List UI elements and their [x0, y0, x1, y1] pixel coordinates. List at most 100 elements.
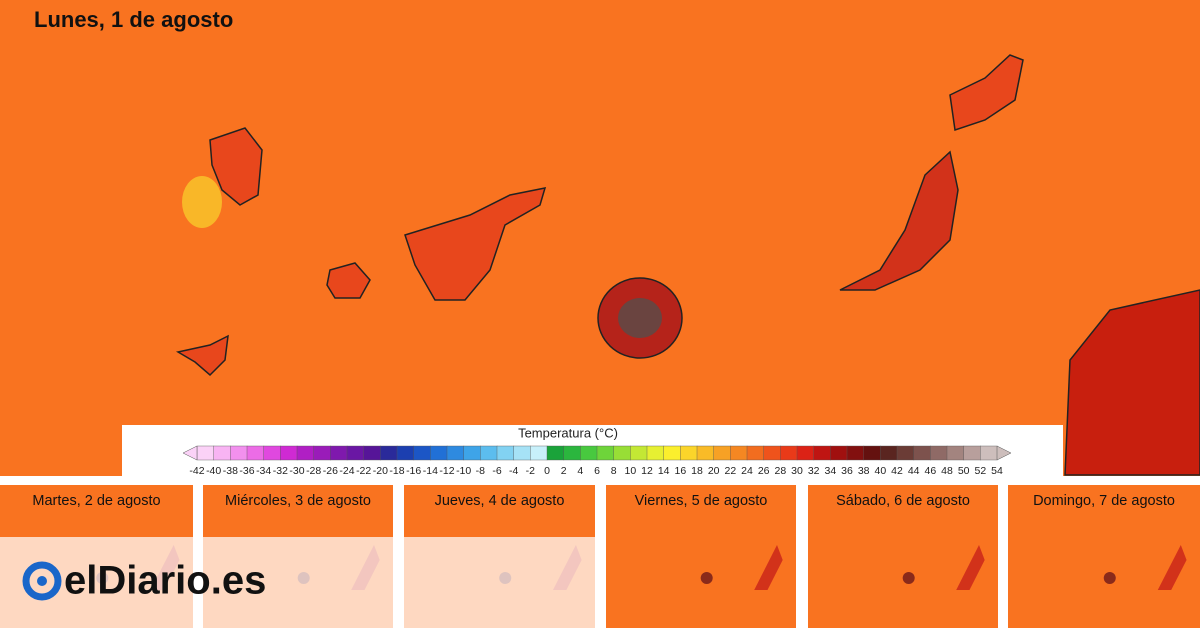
- legend-bin: [730, 445, 748, 461]
- legend-bin: [530, 445, 548, 461]
- legend-bin: [330, 445, 348, 461]
- legend-tick-label: 40: [874, 465, 886, 477]
- island: [209, 127, 263, 206]
- legend-tick-label: 42: [891, 465, 903, 477]
- legend-tick-label: 46: [924, 465, 936, 477]
- legend-bin: [413, 445, 431, 461]
- legend-bin: [430, 445, 448, 461]
- day-label: Domingo, 7 de agosto: [1033, 493, 1175, 509]
- legend-bin: [296, 445, 315, 461]
- legend-tick-label: -38: [223, 465, 238, 477]
- brand-name: elDiario.es: [64, 559, 266, 603]
- legend-tick-label: 22: [724, 465, 736, 477]
- day-label: Miércoles, 3 de agosto: [225, 493, 371, 509]
- day-label: Martes, 2 de agosto: [32, 493, 160, 509]
- legend-tick-label: 20: [708, 465, 720, 477]
- legend-end: [996, 445, 1012, 461]
- legend-tick-label: -28: [306, 465, 321, 477]
- legend-bin: [463, 445, 481, 461]
- legend-bin: [396, 445, 415, 461]
- legend-tick-label: -26: [323, 465, 338, 477]
- legend-bin: [813, 445, 831, 461]
- legend-bin: [613, 445, 631, 461]
- legend-tick-label: 26: [758, 465, 770, 477]
- legend-bin: [596, 445, 615, 461]
- day-label: Viernes, 5 de agosto: [635, 493, 768, 509]
- legend-tick-label: -8: [476, 465, 485, 477]
- legend-tick-label: 52: [974, 465, 986, 477]
- legend-bin: [780, 445, 798, 461]
- island: [839, 150, 959, 291]
- legend-bin: [796, 445, 815, 461]
- island: [949, 54, 1024, 131]
- legend-bin: [663, 445, 681, 461]
- legend-bin: [363, 445, 381, 461]
- legend-bin: [446, 445, 465, 461]
- legend-bin: [196, 445, 215, 461]
- legend-tick-label: 54: [991, 465, 1003, 477]
- legend-tick-label: 18: [691, 465, 703, 477]
- legend-tick-label: 4: [577, 465, 583, 477]
- legend-bin: [946, 445, 965, 461]
- legend-bin: [380, 445, 398, 461]
- legend-tick-label: -12: [439, 465, 454, 477]
- legend-bin: [213, 445, 231, 461]
- legend-tick-label: 24: [741, 465, 753, 477]
- legend-bin: [696, 445, 715, 461]
- coast: [1064, 289, 1200, 476]
- legend-tick-label: -34: [256, 465, 271, 477]
- legend-bin: [863, 445, 881, 461]
- legend-tick-label: 8: [611, 465, 617, 477]
- legend-bin: [963, 445, 981, 461]
- hotspot: [182, 176, 222, 228]
- legend-bin: [680, 445, 698, 461]
- panel-island: [754, 545, 783, 590]
- island: [404, 187, 547, 301]
- legend-tick-label: 28: [774, 465, 786, 477]
- legend-tick-label: 36: [841, 465, 853, 477]
- day-label: Jueves, 4 de agosto: [435, 493, 565, 509]
- legend-tick-label: -18: [389, 465, 404, 477]
- legend-bin: [846, 445, 865, 461]
- legend-bin: [563, 445, 581, 461]
- brand-logo-dot: [37, 576, 47, 586]
- panel-island: [1157, 545, 1187, 590]
- legend-bin: [880, 445, 898, 461]
- legend-bin: [930, 445, 948, 461]
- legend-tick-label: 10: [624, 465, 636, 477]
- legend-tick-label: -2: [526, 465, 535, 477]
- legend-tick-label: -32: [273, 465, 288, 477]
- legend-tick-label: 12: [641, 465, 653, 477]
- map-title: Lunes, 1 de agosto: [34, 7, 233, 32]
- legend-bin: [263, 445, 281, 461]
- panel-island: [700, 572, 713, 584]
- day-label: Sábado, 6 de agosto: [836, 493, 970, 509]
- legend-tick-label: 34: [824, 465, 836, 477]
- islands: [175, 54, 1200, 476]
- legend-bin: [513, 445, 531, 461]
- legend-bin: [646, 445, 665, 461]
- brand-band: [0, 537, 600, 628]
- legend-bin: [630, 445, 648, 461]
- legend-tick-label: 6: [594, 465, 600, 477]
- panel-island: [1103, 572, 1116, 584]
- legend-bin: [496, 445, 515, 461]
- legend-bin: [713, 445, 731, 461]
- legend-bin: [546, 445, 565, 461]
- legend-tick-label: -10: [456, 465, 471, 477]
- legend-tick-label: -14: [423, 465, 438, 477]
- legend-tick-label: -30: [289, 465, 304, 477]
- legend-tick-label: 14: [658, 465, 670, 477]
- legend-bin: [230, 445, 248, 461]
- legend-tick-label: -6: [492, 465, 501, 477]
- legend-tick-label: -40: [206, 465, 221, 477]
- legend-tick-label: -16: [406, 465, 421, 477]
- hotspot: [618, 298, 662, 338]
- brand-logo: [22, 561, 62, 601]
- legend-tick-label: -42: [189, 465, 204, 477]
- legend-bin: [913, 445, 931, 461]
- legend-tick-label: 44: [908, 465, 920, 477]
- legend-bin: [896, 445, 915, 461]
